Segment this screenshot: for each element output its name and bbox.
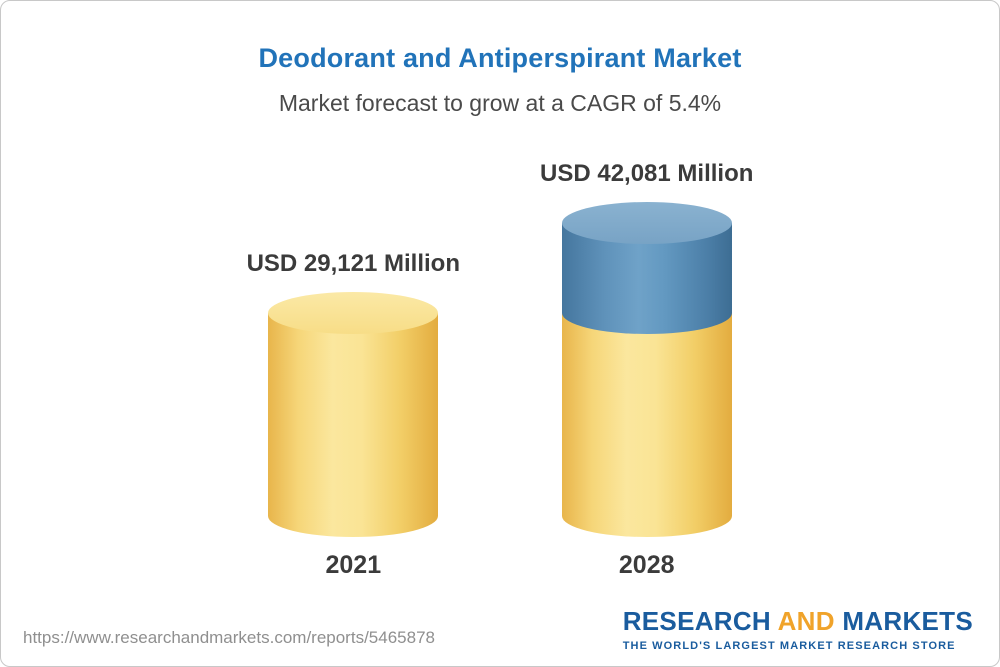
cylinder-2021-cap [268, 292, 439, 334]
footer-url: https://www.researchandmarkets.com/repor… [23, 628, 435, 647]
category-label-2021: 2021 [325, 551, 382, 579]
brand-tagline: THE WORLD'S LARGEST MARKET RESEARCH STOR… [622, 640, 956, 652]
bar-group-2021: USD 29,121 Million 2021 [246, 250, 460, 579]
brand-logo-wordmark: RESEARCH AND MARKETS [623, 606, 973, 637]
bar-group-2028: USD 42,081 Million 2028 [540, 160, 754, 579]
cylinder-2021-body [268, 313, 439, 537]
value-label-2028: USD 42,081 Million [540, 160, 754, 187]
brand-logo: RESEARCH AND MARKETS THE WORLD'S LARGEST… [623, 606, 973, 652]
cylinder-2028-cap [561, 202, 732, 244]
cylinder-2028-yellow-segment [561, 313, 732, 537]
cylinder-2021 [268, 292, 439, 537]
logo-and: AND [777, 606, 835, 636]
chart-area: USD 29,121 Million 2021 USD 42,081 Milli… [1, 1, 999, 579]
logo-research: RESEARCH [622, 606, 772, 636]
logo-markets: MARKETS [842, 606, 973, 636]
cylinder-2028 [561, 202, 732, 537]
value-label-2021: USD 29,121 Million [246, 250, 460, 277]
chart-title: Deodorant and Antiperspirant Market [258, 43, 742, 73]
chart-subtitle: Market forecast to grow at a CAGR of 5.4… [278, 90, 722, 116]
chart-header: Deodorant and Antiperspirant Market Mark… [1, 43, 999, 117]
category-label-2028: 2028 [618, 551, 675, 579]
